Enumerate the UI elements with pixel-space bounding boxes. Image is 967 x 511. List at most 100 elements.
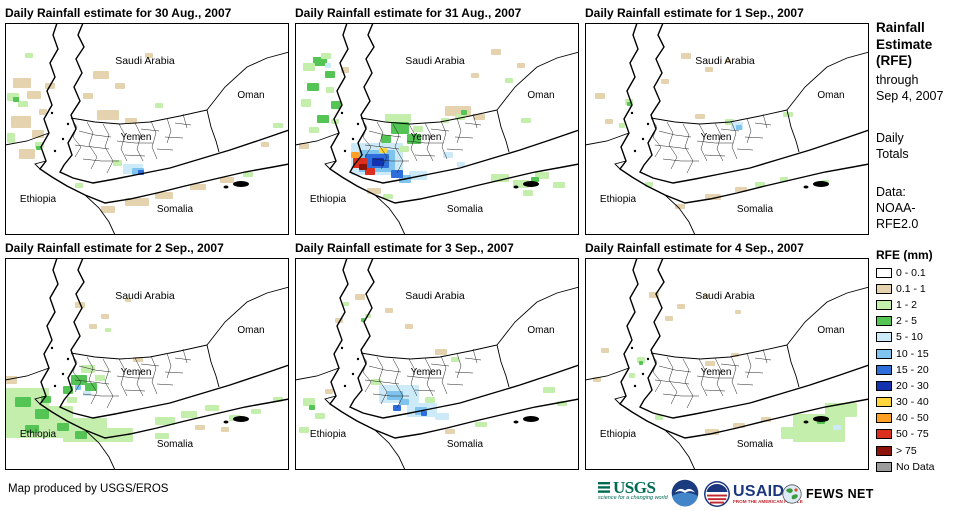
country-label-ethiopia: Ethiopia <box>310 194 347 205</box>
legend-swatch <box>876 283 892 294</box>
country-label-oman: Oman <box>817 325 844 336</box>
legend-item: 40 - 50 <box>876 410 966 426</box>
legend-item: No Data <box>876 459 966 475</box>
country-label-yemen: Yemen <box>121 132 152 143</box>
rainfall-map-panel: Daily Rainfall estimate for 1 Sep., 2007… <box>585 6 869 235</box>
legend-label: 40 - 50 <box>896 412 929 425</box>
legend-swatch <box>876 397 892 408</box>
rainfall-map-panel: Daily Rainfall estimate for 4 Sep., 2007… <box>585 241 869 470</box>
country-label-oman: Oman <box>527 325 554 336</box>
legend-item: 2 - 5 <box>876 313 966 329</box>
sidebar-data-source: Data: NOAA- RFE2.0 <box>876 184 919 231</box>
country-label-ethiopia: Ethiopia <box>600 429 637 440</box>
country-label-ethiopia: Ethiopia <box>20 194 57 205</box>
rainfall-map-panel: Daily Rainfall estimate for 3 Sep., 2007… <box>295 241 579 470</box>
legend-label: 15 - 20 <box>896 363 929 376</box>
country-label-saudi-arabia: Saudi Arabia <box>405 55 465 67</box>
fewsnet-logo: FEWS NET <box>782 484 874 504</box>
country-label-somalia: Somalia <box>447 204 484 215</box>
panel-title: Daily Rainfall estimate for 4 Sep., 2007 <box>585 241 804 255</box>
country-label-yemen: Yemen <box>121 367 152 378</box>
usgs-bars-icon <box>598 482 610 493</box>
country-label-yemen: Yemen <box>701 367 732 378</box>
rainfall-cells <box>299 294 567 434</box>
legend-label: 5 - 10 <box>896 331 923 344</box>
country-label-oman: Oman <box>237 325 264 336</box>
legend-swatch <box>876 332 892 343</box>
legend-item: 20 - 30 <box>876 378 966 394</box>
country-label-oman: Oman <box>527 90 554 101</box>
legend-item: 30 - 40 <box>876 394 966 410</box>
legend-item: 5 - 10 <box>876 329 966 345</box>
country-label-saudi-arabia: Saudi Arabia <box>695 55 755 67</box>
usaid-wordmark: USAID <box>733 482 785 500</box>
rainfall-map-panel: Daily Rainfall estimate for 31 Aug., 200… <box>295 6 579 235</box>
map-credit: Map produced by USGS/EROS <box>8 483 169 495</box>
usaid-logo: USAID FROM THE AMERICAN PEOPLE <box>704 481 803 507</box>
noaa-emblem-icon <box>671 479 699 507</box>
map-canvas: Saudi Arabia Oman Yemen Ethiopia Somalia <box>295 23 579 235</box>
sidebar: Rainfall Estimate (RFE) through Sep 4, 2… <box>876 20 966 475</box>
country-label-oman: Oman <box>817 90 844 101</box>
legend-swatch <box>876 316 892 327</box>
legend-item: 15 - 20 <box>876 362 966 378</box>
legend-label: 50 - 75 <box>896 428 929 441</box>
legend-label: 10 - 15 <box>896 347 929 360</box>
country-label-ethiopia: Ethiopia <box>310 429 347 440</box>
panel-title: Daily Rainfall estimate for 31 Aug., 200… <box>295 6 522 20</box>
country-label-yemen: Yemen <box>411 132 442 143</box>
fewsnet-globe-icon <box>782 484 802 504</box>
country-label-ethiopia: Ethiopia <box>20 429 57 440</box>
legend-swatch <box>876 364 892 375</box>
legend-label: 1 - 2 <box>896 298 918 311</box>
panel-title: Daily Rainfall estimate for 30 Aug., 200… <box>5 6 232 20</box>
legend-swatch <box>876 461 892 472</box>
usaid-emblem-icon <box>704 481 730 507</box>
usgs-wordmark: USGS <box>613 478 656 497</box>
usgs-logo: USGS science for a changing world <box>598 478 672 501</box>
legend-item: > 75 <box>876 443 966 459</box>
country-label-somalia: Somalia <box>157 439 194 450</box>
legend-swatch <box>876 267 892 278</box>
panel-title: Daily Rainfall estimate for 2 Sep., 2007 <box>5 241 224 255</box>
country-label-somalia: Somalia <box>737 439 774 450</box>
legend-label: 0 - 0.1 <box>896 266 926 279</box>
sidebar-daily-totals: Daily Totals <box>876 130 909 161</box>
country-label-somalia: Somalia <box>157 204 194 215</box>
rainfall-cells <box>7 53 283 213</box>
legend-item: 0.1 - 1 <box>876 281 966 297</box>
legend-swatch <box>876 380 892 391</box>
country-label-yemen: Yemen <box>701 132 732 143</box>
map-canvas: Saudi Arabia Oman Yemen Ethiopia Somalia <box>5 23 289 235</box>
noaa-logo <box>671 479 699 511</box>
country-label-oman: Oman <box>237 90 264 101</box>
country-label-saudi-arabia: Saudi Arabia <box>695 290 755 302</box>
country-label-saudi-arabia: Saudi Arabia <box>115 290 175 302</box>
panel-title: Daily Rainfall estimate for 1 Sep., 2007 <box>585 6 804 20</box>
fewsnet-wordmark: FEWS NET <box>806 487 874 501</box>
legend: 0 - 0.1 0.1 - 1 1 - 2 2 - 5 5 - 10 10 - 15 15 … <box>876 265 966 475</box>
legend-swatch <box>876 413 892 424</box>
legend-label: 0.1 - 1 <box>896 282 926 295</box>
country-label-somalia: Somalia <box>737 204 774 215</box>
rainfall-map-panel: Daily Rainfall estimate for 2 Sep., 2007… <box>5 241 289 470</box>
legend-swatch <box>876 445 892 456</box>
usaid-tagline: FROM THE AMERICAN PEOPLE <box>733 498 803 504</box>
usgs-logo-row: USGS <box>598 478 672 497</box>
panel-title: Daily Rainfall estimate for 3 Sep., 2007 <box>295 241 514 255</box>
country-label-saudi-arabia: Saudi Arabia <box>405 290 465 302</box>
usgs-tagline: science for a changing world <box>598 495 668 501</box>
legend-label: > 75 <box>896 444 917 457</box>
legend-item: 10 - 15 <box>876 345 966 361</box>
legend-label: No Data <box>896 460 935 473</box>
legend-title: RFE (mm) <box>876 247 933 262</box>
legend-item: 50 - 75 <box>876 426 966 442</box>
legend-item: 1 - 2 <box>876 297 966 313</box>
legend-swatch <box>876 299 892 310</box>
legend-label: 20 - 30 <box>896 379 929 392</box>
country-label-somalia: Somalia <box>447 439 484 450</box>
legend-item: 0 - 0.1 <box>876 265 966 281</box>
usaid-text-block: USAID FROM THE AMERICAN PEOPLE <box>733 482 803 504</box>
legend-swatch <box>876 429 892 440</box>
